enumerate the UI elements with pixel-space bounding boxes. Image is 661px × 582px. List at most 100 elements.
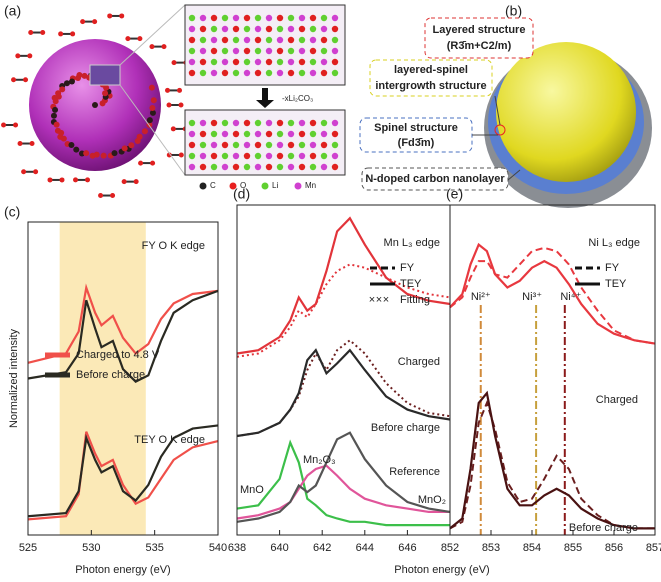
atom xyxy=(221,119,229,127)
atom xyxy=(243,58,251,66)
annotation: FY O K edge xyxy=(142,240,205,252)
atom xyxy=(320,130,328,138)
x-tick-label: 854 xyxy=(523,542,541,554)
atom xyxy=(320,152,328,160)
atom xyxy=(320,47,328,55)
atom xyxy=(331,58,339,66)
atom xyxy=(287,163,295,171)
atom xyxy=(331,14,339,22)
panel-label: (b) xyxy=(505,3,522,19)
dot xyxy=(93,151,100,158)
lattice xyxy=(188,14,339,171)
atom xyxy=(254,14,262,22)
atom xyxy=(221,130,229,138)
legend-label: FY xyxy=(400,262,415,274)
atom xyxy=(138,160,144,166)
legend-label: Charged to 4.8 V xyxy=(76,349,160,361)
atom xyxy=(232,36,240,44)
panel-label: (a) xyxy=(4,3,21,19)
legend-dot xyxy=(294,182,302,190)
annotation: MnO xyxy=(240,484,264,496)
atom xyxy=(73,177,79,183)
atom xyxy=(221,58,229,66)
series-line xyxy=(449,242,656,345)
x-tick-label: 640 xyxy=(270,542,288,554)
atom xyxy=(33,169,39,175)
atom xyxy=(276,69,284,77)
atom xyxy=(188,14,196,22)
dot xyxy=(81,72,88,79)
atom xyxy=(276,152,284,160)
atom xyxy=(177,87,183,93)
atom xyxy=(210,58,218,66)
atom xyxy=(331,47,339,55)
atom xyxy=(70,31,76,37)
atom xyxy=(58,31,64,37)
annotation: Charged xyxy=(596,394,638,406)
legend-label: Fitting xyxy=(400,294,430,306)
legend-label: Before charge xyxy=(76,369,145,381)
atom xyxy=(243,14,251,22)
atom xyxy=(188,69,196,77)
dot xyxy=(111,150,118,157)
panel-b: (b) Layered structure (R3̄m+C2/m) layere… xyxy=(359,3,652,208)
atom xyxy=(199,14,207,22)
dot xyxy=(141,128,148,135)
atom xyxy=(199,130,207,138)
atom xyxy=(210,69,218,77)
atom xyxy=(188,163,196,171)
dot xyxy=(148,84,155,91)
dot xyxy=(100,152,107,159)
x-tick-label: 530 xyxy=(82,542,100,554)
atom xyxy=(298,119,306,127)
annotation: Charged xyxy=(398,356,440,368)
legend-cross: × xyxy=(369,294,375,306)
atom xyxy=(149,44,155,50)
atom xyxy=(243,36,251,44)
annotation: Ni L₃ edge xyxy=(588,237,640,249)
atom xyxy=(17,141,23,147)
atom xyxy=(320,58,328,66)
annotation: Before charge xyxy=(569,522,638,534)
atom xyxy=(243,163,251,171)
atom xyxy=(265,69,273,77)
atom xyxy=(15,53,21,59)
dot xyxy=(136,133,143,140)
atom xyxy=(298,69,306,77)
atom xyxy=(232,47,240,55)
atom xyxy=(298,14,306,22)
atom xyxy=(265,58,273,66)
atom xyxy=(276,25,284,33)
atom xyxy=(210,119,218,127)
atom xyxy=(265,36,273,44)
atom xyxy=(188,152,196,160)
atom xyxy=(166,102,172,108)
legend-label: FY xyxy=(605,262,620,274)
atom xyxy=(331,25,339,33)
atom xyxy=(320,69,328,77)
atom xyxy=(254,152,262,160)
atom xyxy=(178,152,184,158)
atom xyxy=(110,193,116,199)
arrow xyxy=(256,88,274,108)
atom xyxy=(309,119,317,127)
dot xyxy=(121,145,128,152)
atom xyxy=(309,25,317,33)
atom xyxy=(133,179,139,185)
atom xyxy=(243,152,251,160)
atom xyxy=(265,141,273,149)
atom xyxy=(287,130,295,138)
atom xyxy=(188,25,196,33)
atom xyxy=(254,25,262,33)
atom xyxy=(221,163,229,171)
atom xyxy=(232,119,240,127)
atom xyxy=(276,119,284,127)
y-axis-label: Normalized intensity xyxy=(8,328,20,428)
atom xyxy=(188,36,196,44)
atom xyxy=(188,119,196,127)
atom xyxy=(298,58,306,66)
dot xyxy=(52,106,59,113)
atom xyxy=(287,141,295,149)
x-tick-label: 856 xyxy=(605,542,623,554)
dot xyxy=(102,90,109,97)
